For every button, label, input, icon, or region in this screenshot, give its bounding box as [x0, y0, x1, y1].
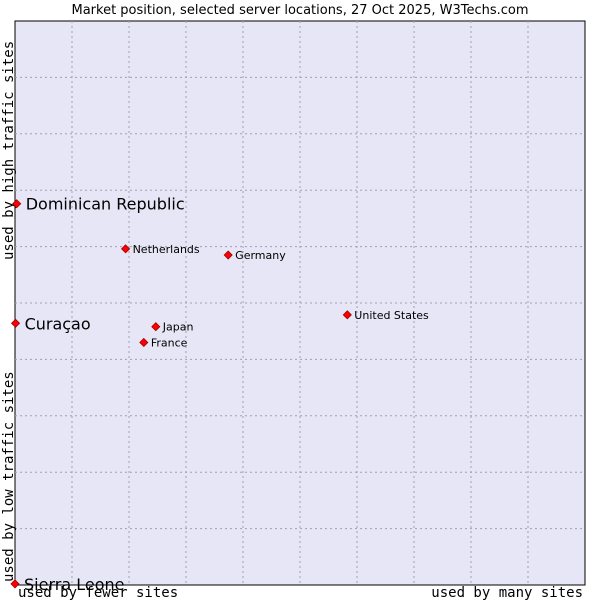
point-label-united-states: United States	[354, 309, 429, 322]
point-germany	[223, 250, 233, 260]
point-label-sierra-leone: Sierra Leone	[24, 575, 124, 594]
point-label-japan: Japan	[162, 321, 194, 334]
point-curacao	[11, 318, 21, 328]
point-united-states	[342, 310, 352, 320]
y-axis-label-low: used by low traffic sites	[1, 371, 17, 582]
point-label-germany: Germany	[235, 249, 286, 262]
point-netherlands	[121, 244, 131, 254]
x-axis-label-high: used by many sites	[431, 585, 583, 600]
point-dominican-republic	[12, 199, 22, 209]
point-sierra-leone	[10, 579, 20, 589]
grid-lines	[15, 21, 585, 585]
point-label-curacao: Curaçao	[25, 314, 91, 333]
point-label-dominican-republic: Dominican Republic	[26, 195, 185, 214]
chart-title: Market position, selected server locatio…	[71, 3, 528, 18]
point-japan	[151, 322, 161, 332]
data-points: Dominican Republic Netherlands Germany Cura…	[10, 195, 429, 594]
point-label-france: France	[151, 336, 188, 349]
point-france	[139, 337, 149, 348]
y-axis-label-high: used by high traffic sites	[1, 41, 17, 260]
point-label-netherlands: Netherlands	[133, 243, 200, 256]
x-axis-label-low: used by fewer sites	[18, 585, 178, 600]
